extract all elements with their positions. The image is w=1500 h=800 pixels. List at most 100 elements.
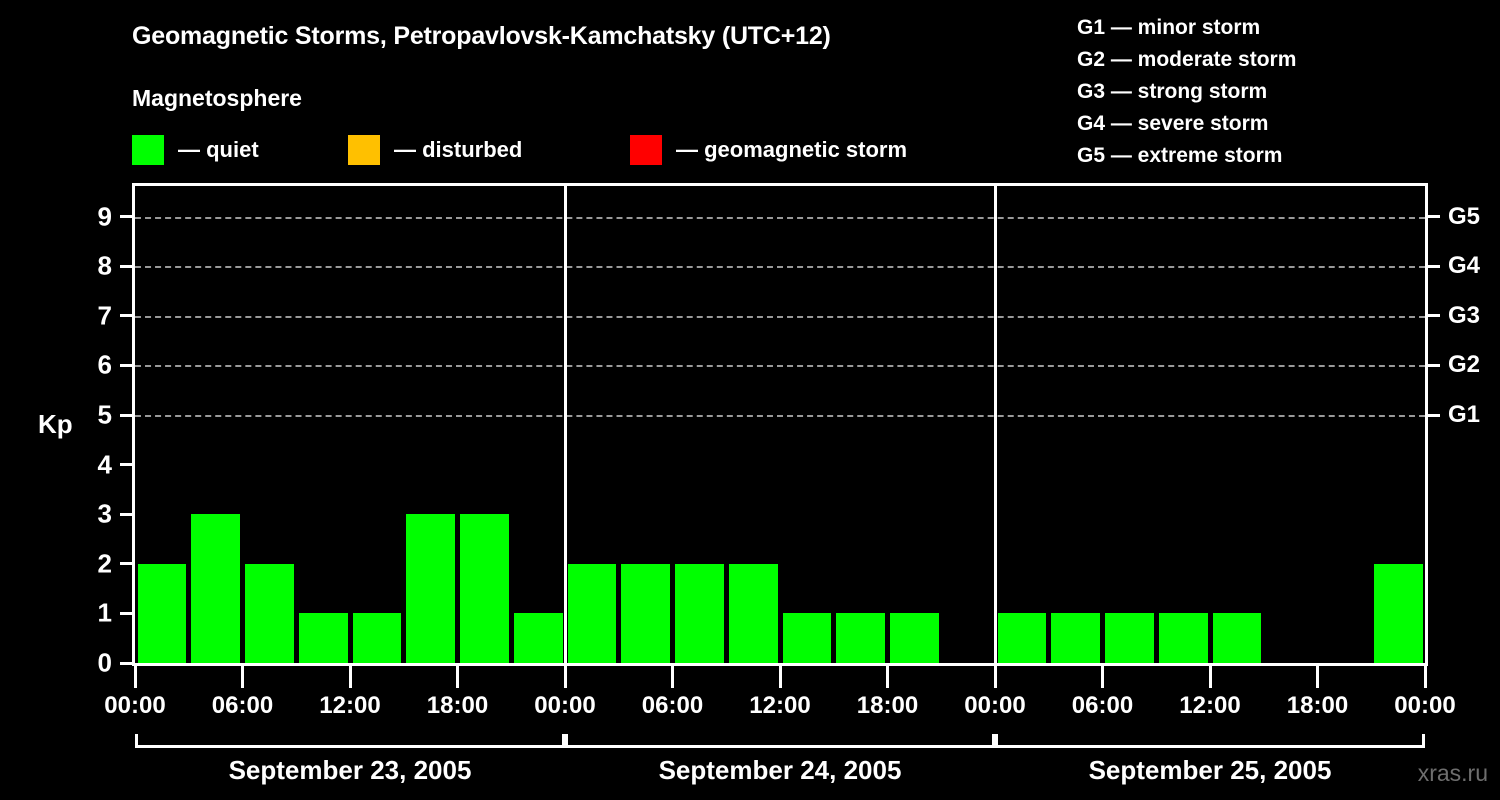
kp-bar[interactable]	[621, 563, 670, 663]
x-tick-mark-1	[241, 666, 244, 688]
gridline-kp-9	[135, 216, 1425, 219]
x-tick-mark-2	[348, 666, 352, 688]
green-square-icon	[132, 135, 164, 165]
plot-area	[132, 183, 1428, 666]
red-square-icon	[630, 135, 662, 165]
date-band-cap-3-0	[995, 734, 998, 748]
date-label-3: September 25, 2005	[1088, 755, 1332, 785]
g-tick-label-G2: G2	[1448, 351, 1481, 379]
g-tick-mark-G4	[1428, 264, 1440, 268]
date-label-1: September 23, 2005	[228, 755, 472, 785]
y-tick-mark-0	[120, 661, 132, 665]
y-tick-mark-6	[120, 363, 132, 367]
kp-bar[interactable]	[513, 613, 563, 663]
y-tick-label-3: 3	[97, 498, 112, 529]
kp-bar[interactable]	[1212, 613, 1262, 663]
date-band-line-3	[995, 745, 1425, 748]
kp-bar[interactable]	[191, 514, 240, 663]
kp-bar[interactable]	[1051, 613, 1100, 663]
x-tick-label-4: 00:00	[534, 692, 596, 719]
x-tick-mark-3	[456, 666, 459, 688]
y-tick-label-8: 8	[97, 250, 112, 281]
legend-item-label: — quiet	[178, 137, 259, 162]
y-tick-mark-2	[120, 562, 132, 566]
x-tick-mark-12	[1423, 666, 1427, 688]
kp-bar[interactable]	[245, 563, 294, 663]
date-label-2: September 24, 2005	[658, 755, 902, 785]
kp-bar[interactable]	[782, 613, 832, 663]
gridline-kp-6	[135, 365, 1425, 368]
x-tick-label-3: 18:00	[426, 692, 489, 719]
g-scale-legend: G1 — minor storm G2 — moderate storm G3 — …	[1077, 12, 1296, 172]
date-band-cap-3-1	[1422, 734, 1425, 748]
y-tick-mark-9	[120, 215, 132, 219]
date-band-cap-2-0	[565, 734, 568, 748]
g-tick-mark-G3	[1428, 314, 1440, 318]
watermark: xras.ru	[1417, 760, 1488, 786]
g-tick-mark-G1	[1428, 413, 1440, 417]
kp-bar[interactable]	[406, 514, 455, 663]
plot-inner	[135, 186, 1425, 663]
g-scale-row-3: G3 — strong storm	[1077, 80, 1268, 103]
x-tick-label-12: 00:00	[1394, 692, 1456, 719]
date-band-line-2	[565, 745, 995, 748]
y-tick-label-7: 7	[97, 300, 112, 331]
kp-bar[interactable]	[298, 613, 348, 663]
x-tick-label-7: 18:00	[856, 692, 919, 719]
legend-item-disturbed: — disturbed	[348, 134, 522, 166]
g-tick-mark-G5	[1428, 215, 1440, 219]
legend-item-geomagnetic-storm: — geomagnetic storm	[630, 134, 907, 166]
g-scale-row-5: G5 — extreme storm	[1077, 144, 1283, 167]
x-tick-label-10: 12:00	[1179, 692, 1241, 719]
legend-item-label: — disturbed	[394, 137, 523, 162]
day-separator-1	[563, 186, 567, 663]
x-tick-label-2: 12:00	[319, 692, 381, 719]
x-tick-mark-10	[1208, 666, 1212, 688]
x-tick-mark-9	[1101, 666, 1104, 688]
kp-bar[interactable]	[890, 613, 939, 663]
x-tick-label-8: 00:00	[964, 692, 1026, 719]
date-band-cap-2-1	[992, 734, 995, 748]
kp-bar[interactable]	[675, 563, 724, 663]
y-tick-mark-4	[120, 463, 132, 467]
kp-bar[interactable]	[1373, 563, 1423, 663]
date-band-cap-1-0	[135, 734, 138, 748]
gridline-kp-5	[135, 415, 1425, 418]
y-tick-label-9: 9	[97, 201, 112, 232]
day-separator-2	[993, 186, 997, 663]
x-tick-mark-11	[1316, 666, 1319, 688]
kp-bar[interactable]	[460, 514, 509, 663]
g-scale-row-4: G4 — severe storm	[1077, 112, 1269, 135]
y-tick-label-0: 0	[97, 647, 112, 678]
kp-bar[interactable]	[728, 563, 778, 663]
orange-square-icon	[348, 135, 380, 165]
g-tick-label-G3: G3	[1448, 301, 1481, 329]
x-tick-mark-8	[993, 666, 997, 688]
legend-item-quiet: — quiet	[132, 134, 259, 166]
gridline-kp-8	[135, 266, 1425, 269]
kp-bar[interactable]	[836, 613, 885, 663]
kp-bar[interactable]	[352, 613, 402, 663]
gridline-kp-7	[135, 315, 1425, 318]
y-tick-mark-1	[120, 611, 132, 615]
g-tick-label-G1: G1	[1448, 401, 1481, 429]
x-tick-label-6: 12:00	[749, 692, 811, 719]
kp-bar[interactable]	[567, 563, 617, 663]
date-band-cap-1-1	[562, 734, 565, 748]
page-title: Geomagnetic Storms, Petropavlovsk-Kamcha…	[132, 22, 831, 50]
kp-bar[interactable]	[1105, 613, 1154, 663]
x-tick-mark-6	[778, 666, 782, 688]
x-tick-mark-5	[671, 666, 674, 688]
y-tick-mark-3	[120, 512, 132, 516]
kp-bar[interactable]	[997, 613, 1047, 663]
y-tick-label-5: 5	[97, 399, 112, 430]
kp-bar[interactable]	[1158, 613, 1208, 663]
x-tick-label-9: 06:00	[1071, 692, 1134, 719]
g-scale-row-2: G2 — moderate storm	[1077, 48, 1297, 71]
g-tick-label-G5: G5	[1448, 202, 1481, 230]
kp-bar[interactable]	[137, 563, 187, 663]
y-tick-label-2: 2	[97, 548, 112, 579]
chart-subtitle: Magnetosphere	[132, 85, 302, 111]
x-tick-mark-4	[563, 666, 567, 688]
